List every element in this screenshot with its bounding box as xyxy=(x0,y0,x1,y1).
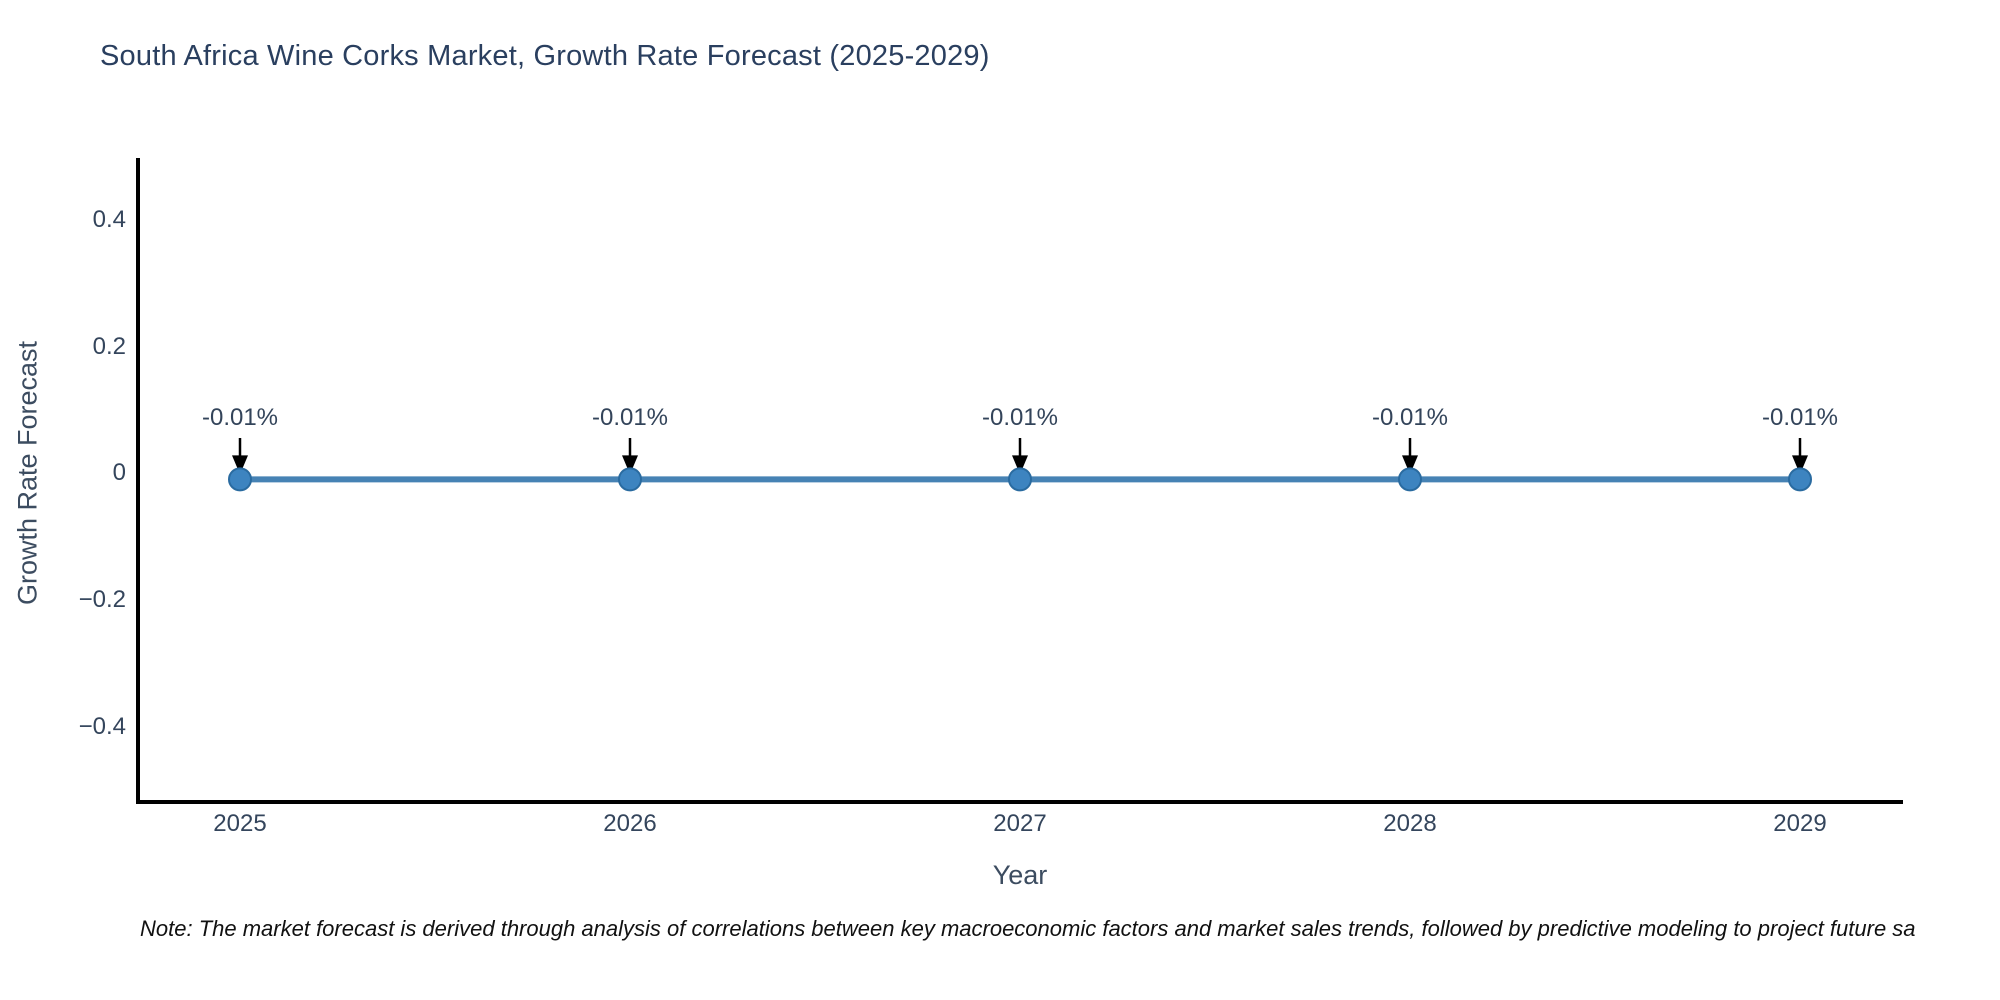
y-axis-tick-label: 0.4 xyxy=(92,206,126,233)
chart-title: South Africa Wine Corks Market, Growth R… xyxy=(100,40,990,72)
x-axis-tick-label: 2027 xyxy=(993,810,1047,837)
x-axis-tick-label: 2025 xyxy=(213,810,267,837)
annotation-arrow-head xyxy=(1012,455,1028,475)
annotation-arrow-head xyxy=(1792,455,1808,475)
data-point-marker xyxy=(1008,467,1032,492)
data-point-annotation: -0.01% xyxy=(981,404,1059,431)
data-point-annotation: -0.01% xyxy=(591,404,669,431)
annotation-arrow-head xyxy=(232,455,248,475)
y-axis-tick-label: −0.2 xyxy=(78,586,126,613)
x-axis-tick-label: 2029 xyxy=(1773,810,1827,837)
y-axis-tick-label: 0 xyxy=(112,459,126,486)
data-point-marker xyxy=(1398,467,1422,492)
data-point-annotation: -0.01% xyxy=(201,404,279,431)
data-point-marker xyxy=(1788,467,1812,492)
y-axis-tick-label: 0.2 xyxy=(92,333,126,360)
data-point-annotation: -0.01% xyxy=(1761,404,1839,431)
y-axis-tick-label: −0.4 xyxy=(78,713,126,740)
x-axis-tick-label: 2028 xyxy=(1383,810,1437,837)
annotation-arrow-head xyxy=(622,455,638,475)
data-point-marker xyxy=(618,467,642,492)
data-point-annotation: -0.01% xyxy=(1371,404,1449,431)
footnote: Note: The market forecast is derived thr… xyxy=(140,916,1916,941)
annotation-arrow-head xyxy=(1402,455,1418,475)
x-axis-title: Year xyxy=(992,860,1048,890)
data-point-marker xyxy=(228,467,252,492)
x-axis-tick-label: 2026 xyxy=(603,810,657,837)
